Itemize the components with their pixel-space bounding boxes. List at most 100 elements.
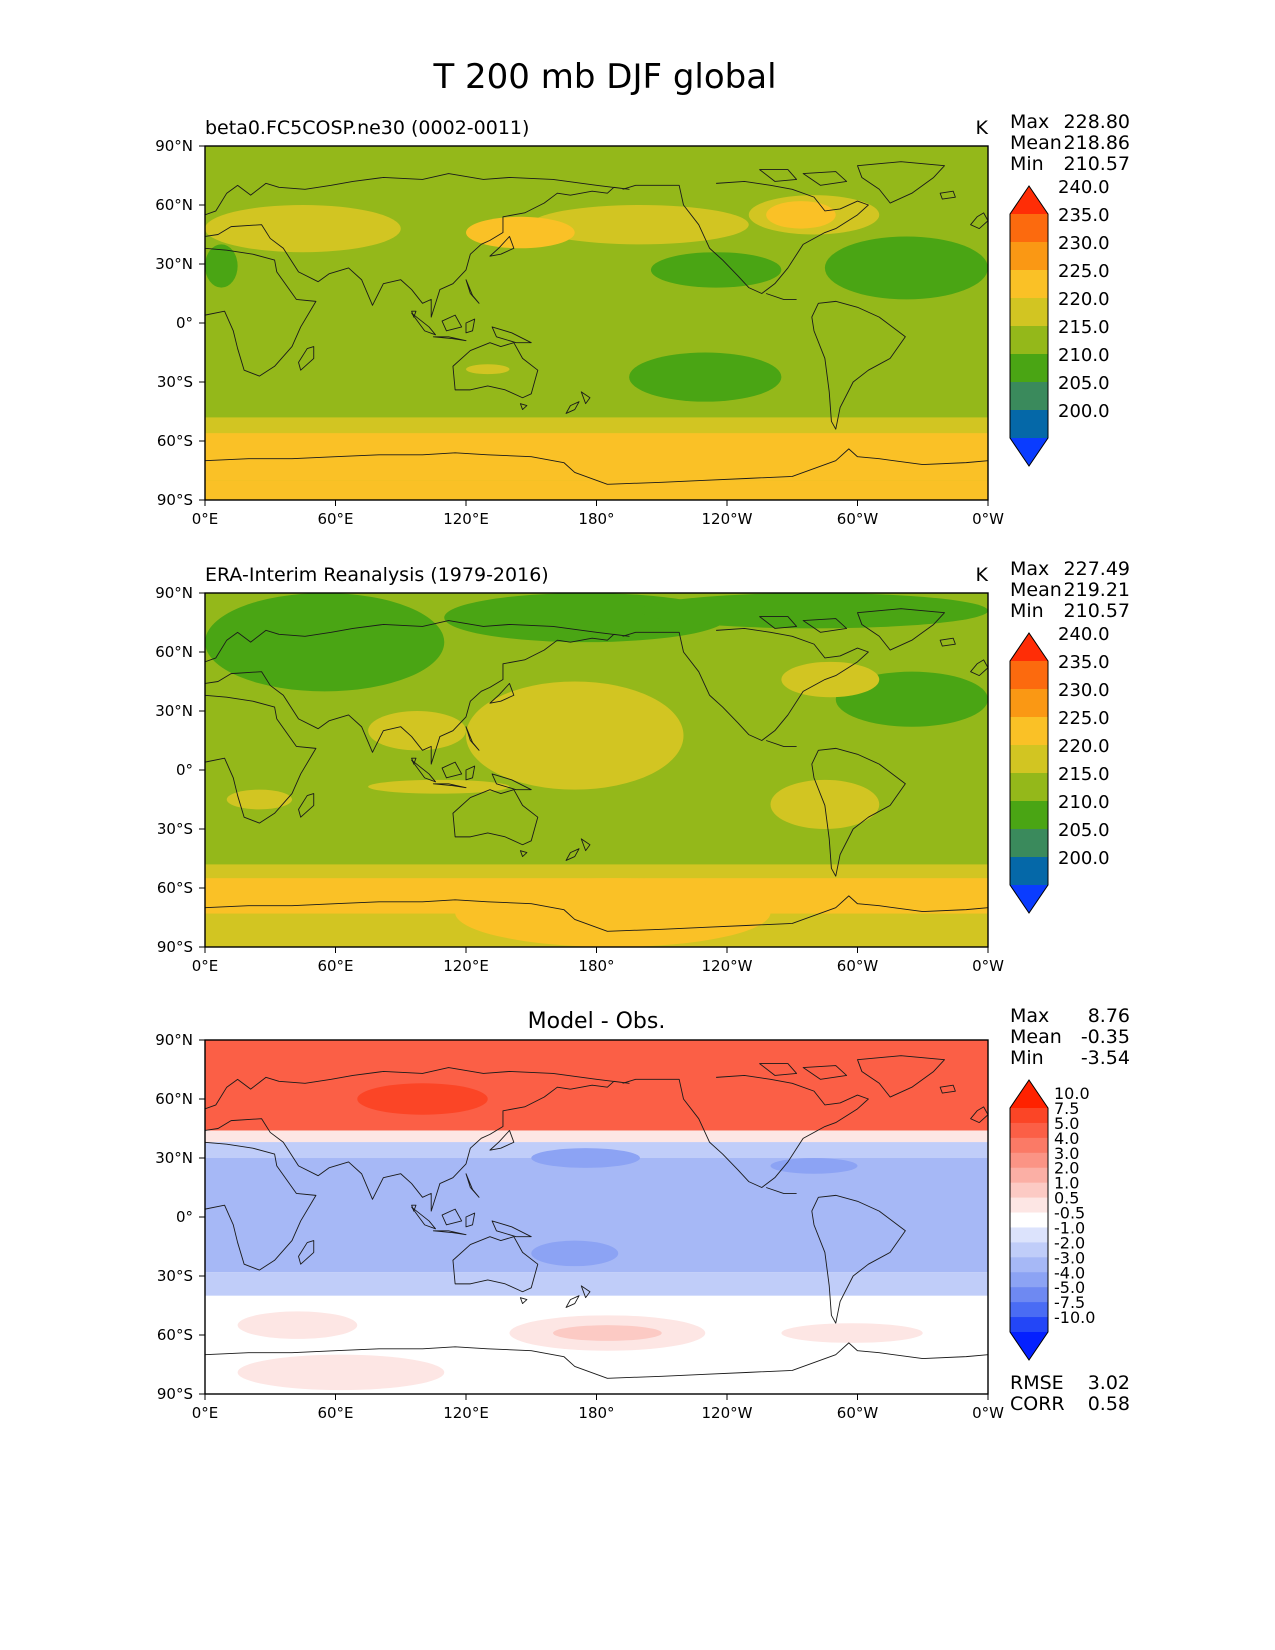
colorbar-label: -10.0: [1054, 1308, 1095, 1327]
y-tick-label: 30°S: [157, 1267, 193, 1285]
y-tick-label: 60°N: [155, 1090, 193, 1108]
y-tick-label: 60°N: [155, 196, 193, 214]
stat-value: 227.49: [1064, 558, 1130, 580]
x-tick-label: 120°W: [702, 1404, 753, 1422]
contour-blob-6: [368, 779, 510, 794]
colorbar-segment: [1010, 298, 1048, 327]
x-tick-label: 60°E: [317, 1404, 353, 1422]
contour-blob-5: [650, 252, 782, 288]
stat-value: 228.80: [1064, 111, 1130, 133]
contour-blob-5: [368, 711, 466, 751]
colorbar-segment: [1010, 745, 1048, 774]
colorbar-segment: [1010, 717, 1048, 746]
colorbar-segment: [1010, 1197, 1048, 1214]
colorbar-segment: [1010, 242, 1048, 271]
colorbar-segment: [1010, 1287, 1048, 1303]
colorbar-label: 215.0: [1058, 317, 1110, 338]
colorbar-label: -7.5: [1054, 1293, 1085, 1312]
colorbar-label: 1.0: [1054, 1174, 1079, 1193]
colorbar-label: -3.0: [1054, 1248, 1085, 1267]
colorbar-label: 200.0: [1058, 401, 1110, 422]
panel-title: beta0.FC5COSP.ne30 (0002-0011): [205, 117, 529, 139]
colorbar-extend-max: [1010, 1080, 1048, 1108]
colorbar-label: -4.0: [1054, 1263, 1085, 1282]
field: [205, 593, 988, 947]
colorbar-label: 200.0: [1058, 848, 1110, 869]
contour-band-12: [205, 433, 988, 481]
contour-band-0: [205, 1040, 988, 1139]
units-label: K: [976, 117, 989, 139]
metric-value: 0.58: [1088, 1393, 1130, 1415]
contour-blob-10: [466, 364, 510, 375]
colorbar-segment: [1010, 1167, 1048, 1184]
colorbar-extend-min: [1010, 438, 1048, 466]
x-tick-label: 0°W: [972, 1404, 1004, 1422]
colorbar-segment: [1010, 1152, 1048, 1169]
contour-blob-1: [531, 205, 749, 245]
colorbar-segment: [1010, 1182, 1048, 1199]
contour-blob-7: [226, 789, 292, 810]
x-tick-label: 120°W: [702, 957, 753, 975]
colorbar-label: 225.0: [1058, 261, 1110, 282]
contour-blob-0: [205, 593, 445, 692]
stat-value: -3.54: [1081, 1047, 1130, 1069]
colorbar-segment: [1010, 661, 1048, 690]
y-tick-label: 30°N: [155, 1149, 193, 1167]
contour-blob-2: [640, 593, 988, 629]
y-tick-label: 0°: [176, 761, 193, 779]
contour-blob-11: [553, 1325, 662, 1341]
x-tick-label: 60°W: [837, 510, 879, 528]
y-tick-label: 90°N: [155, 137, 193, 155]
colorbar-label: 240.0: [1058, 177, 1110, 198]
contour-blob-7: [531, 1240, 619, 1267]
x-tick-label: 120°E: [443, 510, 489, 528]
colorbar-segment: [1010, 1272, 1048, 1288]
colorbar-segment: [1010, 382, 1048, 411]
x-tick-label: 60°W: [837, 1404, 879, 1422]
colorbar-extend-min: [1010, 1332, 1048, 1360]
contour-blob-7: [205, 244, 238, 288]
stat-label: Min: [1010, 1047, 1044, 1069]
colorbar-label: 7.5: [1054, 1099, 1079, 1118]
colorbar-outline: [1009, 185, 1049, 467]
y-tick-label: 30°N: [155, 255, 193, 273]
colorbar-outline: [1009, 1079, 1049, 1361]
contour-band-8: [205, 1272, 988, 1296]
colorbar-label: 0.5: [1054, 1189, 1079, 1208]
x-tick-label: 60°E: [317, 957, 353, 975]
colorbar-label: 220.0: [1058, 736, 1110, 757]
colorbar-label: -2.0: [1054, 1233, 1085, 1252]
colorbar-segment: [1010, 1122, 1048, 1139]
stat-label: Mean: [1010, 132, 1062, 154]
colorbar-label: 5.0: [1054, 1114, 1079, 1133]
colorbar-label: 225.0: [1058, 708, 1110, 729]
colorbar-label: 205.0: [1058, 373, 1110, 394]
stat-value: 8.76: [1088, 1005, 1130, 1027]
contour-blob-6: [770, 1158, 858, 1174]
metric-label: RMSE: [1010, 1372, 1064, 1394]
y-tick-label: 90°S: [157, 938, 193, 956]
colorbar-extend-min: [1010, 885, 1048, 913]
colorbar-segment: [1010, 773, 1048, 802]
contour-blob-13: [237, 1354, 445, 1391]
stat-value: 218.86: [1064, 132, 1130, 154]
colorbar-label: -5.0: [1054, 1278, 1085, 1297]
colorbar-segment: [1010, 801, 1048, 830]
figure-title: T 200 mb DJF global: [432, 57, 776, 97]
contour-blob-12: [455, 878, 771, 947]
contour-blob-9: [237, 1311, 358, 1339]
x-tick-label: 0°E: [192, 957, 219, 975]
colorbar-label: 235.0: [1058, 205, 1110, 226]
colorbar: 200.0 205.0 210.0 215.0 220.0 225.0 230.0 235.0…: [1009, 624, 1110, 914]
panel-diff: 0°E 60°E 120°E 180° 120°W 60°W 0°W 90°N 60°N 30°N…: [155, 1005, 1130, 1422]
stat-label: Mean: [1010, 1026, 1062, 1048]
y-tick-label: 60°N: [155, 643, 193, 661]
panel-title: ERA-Interim Reanalysis (1979-2016): [205, 564, 549, 586]
y-tick-label: 90°N: [155, 1031, 193, 1049]
stat-value: 210.57: [1064, 600, 1130, 622]
x-tick-label: 180°: [578, 510, 614, 528]
y-tick-label: 60°S: [157, 879, 193, 897]
contour-blob-1: [357, 1083, 488, 1115]
units-label: K: [976, 564, 989, 586]
